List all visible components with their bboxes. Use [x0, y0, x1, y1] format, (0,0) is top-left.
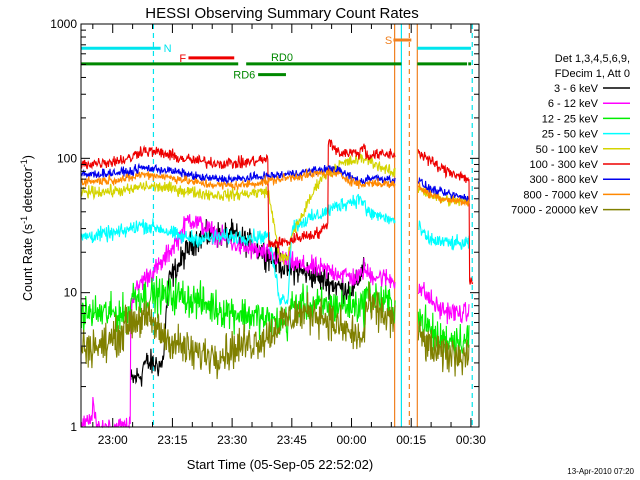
legend-label: 50 - 100 keV: [536, 144, 599, 156]
legend-label: 100 - 300 keV: [530, 159, 599, 171]
y-tick-label: 100: [57, 151, 77, 165]
series-line: [80, 281, 470, 380]
y-tick-label: 10: [64, 286, 78, 300]
y-axis-label-superscript: -1: [19, 159, 29, 167]
legend-label: 7000 - 20000 keV: [511, 205, 599, 217]
series-line: [80, 193, 470, 306]
x-tick-label: 00:15: [396, 433, 426, 447]
series-line: [80, 162, 470, 204]
y-axis-label-superscript: -1: [19, 216, 29, 224]
flag-label: S: [385, 35, 392, 47]
flag-label: F: [179, 53, 186, 65]
x-tick-label: 23:30: [217, 433, 247, 447]
x-tick-label: 00:30: [456, 433, 486, 447]
legend: 3 - 6 keV 6 - 12 keV 12 - 25 keV 25 - 50 ke…: [511, 83, 630, 217]
x-tick-label: 23:00: [98, 433, 128, 447]
legend-header-line-1: Det 1,3,4,5,6,9,: [555, 53, 630, 65]
legend-label: 12 - 25 keV: [542, 113, 599, 125]
series-line: [80, 138, 474, 285]
flag-label: N: [164, 43, 172, 55]
y-tick-label: 1: [70, 420, 77, 434]
flag-label: RD0: [271, 52, 293, 64]
legend-label: 800 - 7000 keV: [523, 189, 598, 201]
flag-label: RD6: [233, 70, 255, 82]
x-tick-label: 23:15: [157, 433, 187, 447]
x-tick-label: 23:45: [277, 433, 307, 447]
legend-header-line-2: FDecim 1, Att 0: [555, 68, 630, 80]
x-axis-label: Start Time (05-Sep-05 22:52:02): [187, 457, 373, 472]
x-tick-label: 00:00: [337, 433, 367, 447]
series-line: [80, 167, 470, 207]
plot-frame: [80, 23, 480, 428]
y-axis-label-main: Count Rate (s: [21, 224, 35, 301]
legend-label: 300 - 800 keV: [530, 174, 599, 186]
legend-label: 3 - 6 keV: [554, 83, 599, 95]
y-axis-label-detector: detector: [21, 167, 35, 216]
legend-label: 6 - 12 keV: [548, 98, 599, 110]
plot-timestamp: 13-Apr-2010 07:20: [567, 467, 634, 476]
plot-area: 1 10 100 1000 23:00 23:15 23:30 23:45 00:00 00:15…: [50, 17, 486, 447]
legend-label: 25 - 50 keV: [542, 129, 599, 141]
y-axis-label-close: ): [21, 155, 35, 159]
chart-title: HESSI Observing Summary Count Rates: [145, 5, 418, 22]
y-tick-label: 1000: [50, 17, 77, 31]
y-axis-label: Count Rate (s-1 detector-1): [19, 155, 35, 301]
